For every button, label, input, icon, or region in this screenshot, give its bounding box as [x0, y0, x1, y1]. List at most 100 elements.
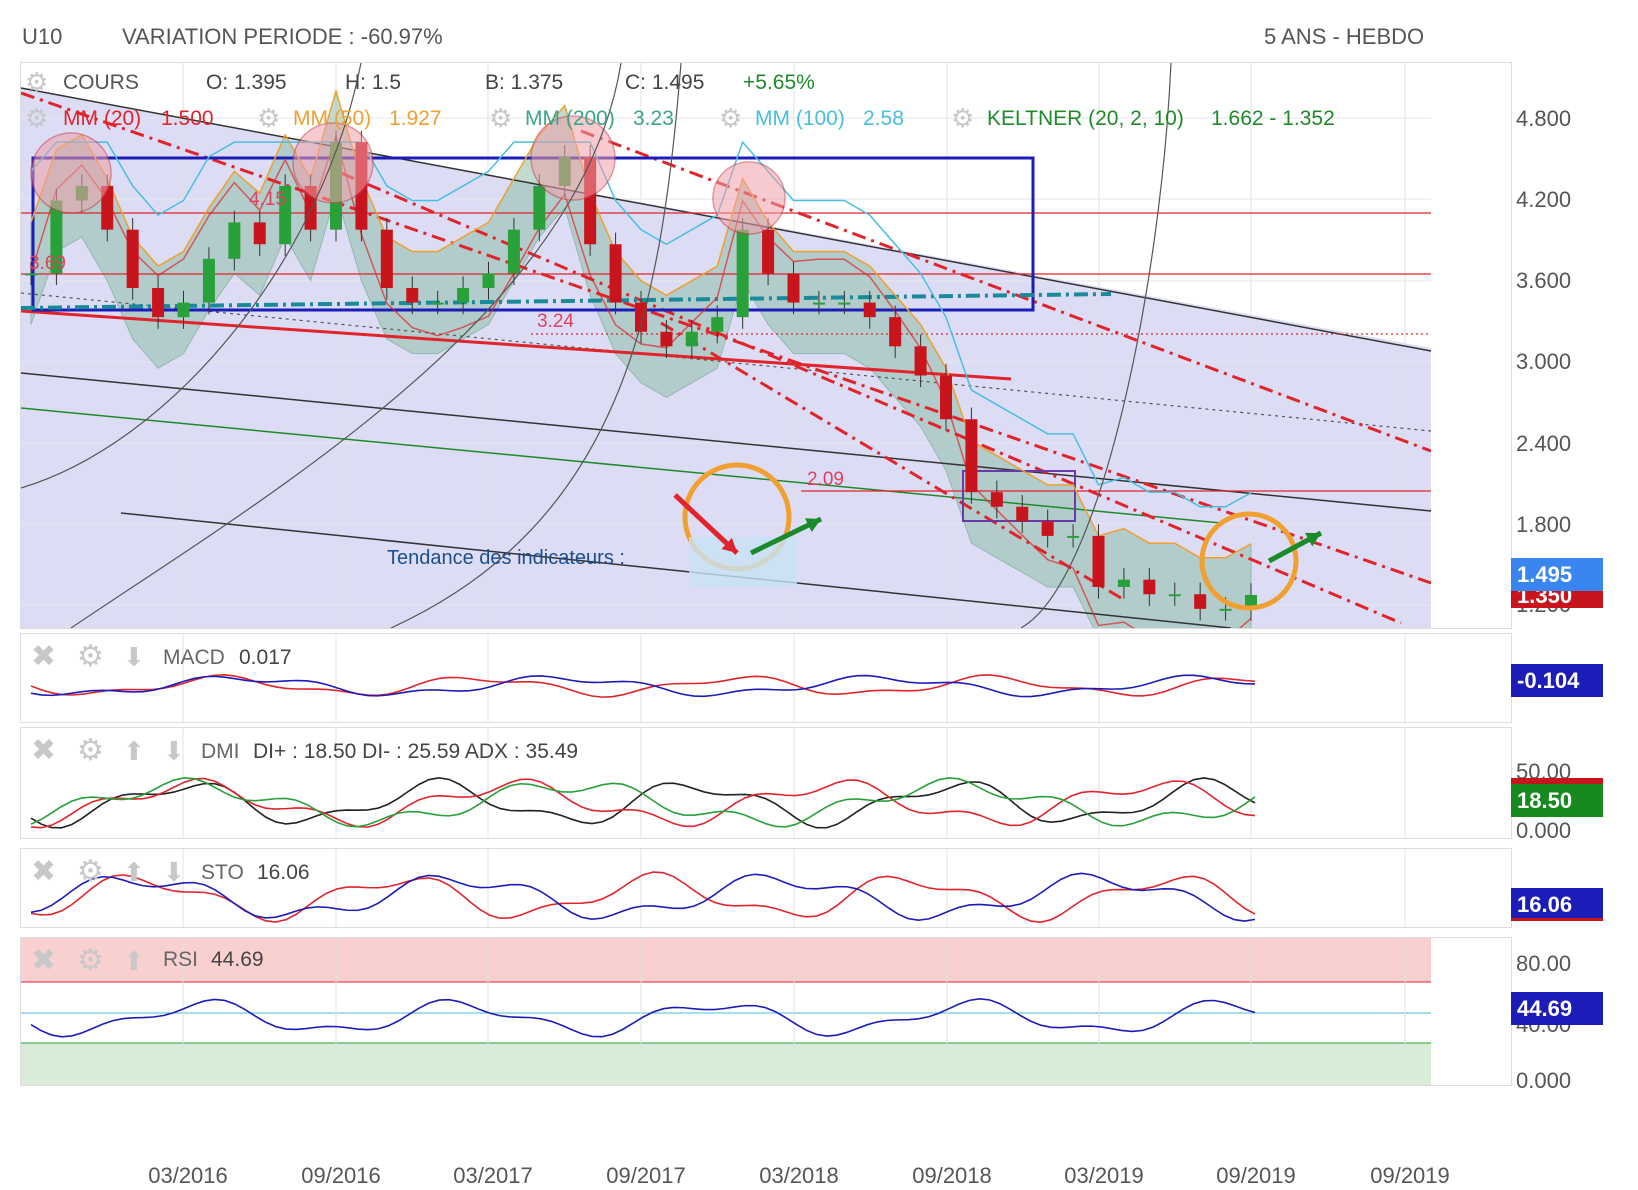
candle [1016, 506, 1029, 522]
arrow-up-icon[interactable]: ⬆ [123, 736, 145, 766]
candle [101, 185, 114, 230]
candle [126, 229, 139, 288]
sto-panel: ✖ ⚙ ⬆ ⬇ STO 16.06 [20, 848, 1512, 928]
dmi-values: DI+ : 18.50 DI- : 25.59 ADX : 35.49 [253, 740, 579, 763]
gear-icon[interactable]: ⚙ [489, 103, 513, 133]
rsi-oversold-zone [21, 1043, 1431, 1085]
candle [202, 258, 215, 303]
oscillator-line [30, 674, 1256, 698]
arrow-down-icon[interactable]: ⬇ [163, 736, 185, 766]
fibonacci-arc [1020, 63, 1172, 628]
x-tick: 09/2017 [606, 1163, 686, 1188]
candle [228, 222, 241, 259]
candle [863, 302, 876, 318]
mm20-value: 1.500 [161, 107, 214, 130]
candle [660, 331, 673, 347]
gear-icon[interactable]: ⚙ [77, 734, 104, 767]
macd-chart [30, 634, 1406, 722]
close-value: C: 1.495 [625, 71, 705, 94]
gear-icon[interactable]: ⚙ [25, 67, 49, 97]
mm50-label: MM (50) [293, 107, 372, 130]
candle [1219, 608, 1232, 611]
dmi-badge-red [1511, 778, 1603, 784]
y-tick: 3.600 [1516, 268, 1572, 293]
oscillator-line [30, 998, 1256, 1038]
candle [812, 302, 825, 305]
change-value: +5.65% [743, 71, 815, 94]
x-tick: 09/2019 [1370, 1163, 1450, 1188]
symbol: U10 [22, 24, 63, 49]
arrow-up-icon[interactable]: ⬆ [123, 946, 145, 976]
keltner-value: 1.662 - 1.352 [1211, 107, 1335, 130]
oscillator-line [30, 872, 1256, 922]
candle [1067, 535, 1080, 538]
close-icon[interactable]: ✖ [31, 944, 57, 977]
x-tick: 03/2019 [1064, 1163, 1144, 1188]
candle [431, 302, 444, 305]
gear-icon[interactable]: ⚙ [77, 640, 104, 673]
gear-icon[interactable]: ⚙ [77, 944, 104, 977]
mm50-value: 1.927 [389, 107, 442, 130]
mm200-dash [21, 292, 1112, 310]
macd-value: 0.017 [239, 646, 292, 669]
candle [177, 302, 190, 318]
arrow-down-icon[interactable]: ⬇ [163, 857, 185, 887]
oscillator-line [30, 777, 1256, 828]
candle [685, 331, 698, 347]
candle [533, 185, 546, 230]
y-tick: 4.200 [1516, 187, 1572, 212]
dmi-chart [30, 728, 1406, 838]
mm200-value: 3.23 [633, 107, 674, 130]
rsi-tick: 0.000 [1516, 1068, 1572, 1093]
gear-icon[interactable]: ⚙ [719, 103, 743, 133]
candle [609, 244, 622, 303]
fibonacci-arc [21, 63, 362, 489]
sto-label: STO [201, 861, 244, 884]
candle [50, 200, 63, 274]
trend-box [689, 537, 797, 587]
mm50-line [30, 88, 1252, 559]
gear-icon[interactable]: ⚙ [257, 103, 281, 133]
candle [152, 288, 165, 318]
highlight-circle [712, 161, 786, 235]
open-value: O: 1.395 [206, 71, 287, 94]
candle [279, 185, 292, 245]
candle [787, 273, 800, 303]
candle [940, 375, 952, 420]
arrow-up-icon[interactable]: ⬆ [123, 857, 145, 887]
sto-badge: 16.06 [1511, 888, 1603, 921]
highlight-circle [30, 132, 112, 214]
arrow-down-icon[interactable]: ⬇ [123, 642, 145, 672]
highlight-circle [292, 122, 374, 204]
candle [1092, 535, 1105, 587]
candle [457, 288, 470, 303]
annotation-3-69: 3.69 [29, 253, 66, 274]
oscillator-line [30, 674, 1256, 698]
price-panel: ⚙ COURS O: 1.395 H: 1.5 B: 1.375 C: 1.49… [20, 62, 1512, 629]
macd-label: MACD [163, 646, 225, 669]
close-icon[interactable]: ✖ [31, 640, 57, 673]
candle [1194, 594, 1207, 609]
trend-arrow-down [673, 493, 739, 555]
close-icon[interactable]: ✖ [31, 734, 57, 767]
mm100-value: 2.58 [863, 107, 904, 130]
gear-icon[interactable]: ⚙ [77, 855, 104, 888]
candle [25, 273, 37, 276]
close-icon[interactable]: ✖ [31, 855, 57, 888]
dmi-tick: 0.000 [1516, 818, 1572, 843]
mm200-label: MM (200) [525, 107, 615, 130]
rsi-overbought-zone [21, 938, 1431, 982]
candle [482, 273, 495, 288]
trend-arrow-down-head [721, 537, 737, 553]
candle [380, 229, 393, 288]
trend-arrow-up-head [1305, 532, 1321, 547]
high-value: H: 1.5 [345, 71, 402, 94]
gear-icon[interactable]: ⚙ [25, 103, 49, 133]
oscillator-line [30, 776, 1256, 829]
dmi-badge: 18.50 [1511, 784, 1603, 817]
oscillator-line [30, 777, 1256, 829]
gear-icon[interactable]: ⚙ [951, 103, 975, 133]
candle [1117, 579, 1130, 587]
mm20-line [30, 133, 1252, 628]
sto-value: 16.06 [257, 861, 310, 884]
